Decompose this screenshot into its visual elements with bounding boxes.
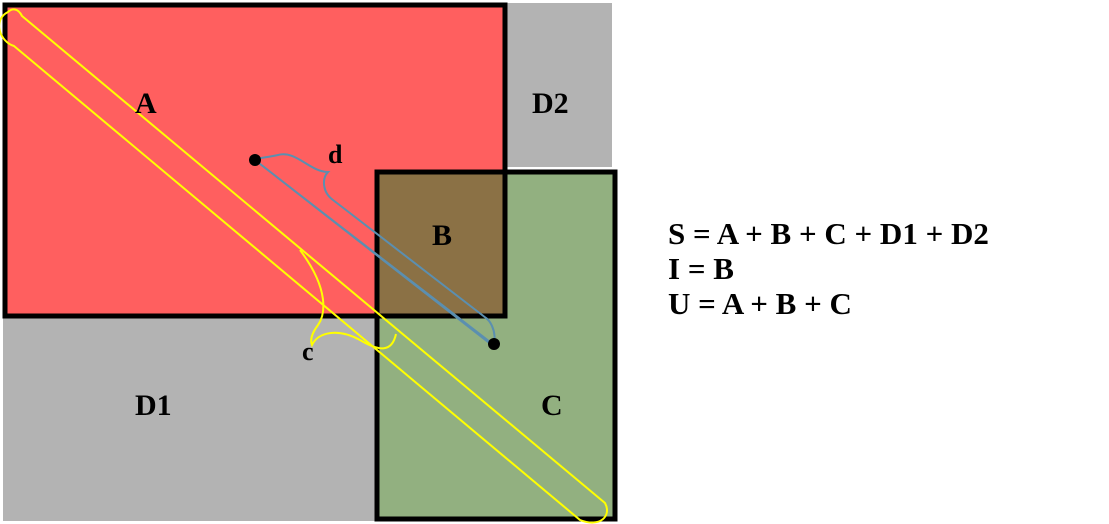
label-a: A bbox=[135, 87, 157, 120]
label-b: B bbox=[432, 219, 452, 252]
center-a-dot bbox=[249, 154, 261, 166]
diagonal-d-enclosure bbox=[253, 153, 496, 345]
region-b bbox=[377, 172, 505, 316]
label-d-distance: d bbox=[328, 140, 343, 169]
region-d2 bbox=[505, 3, 612, 167]
region-d1 bbox=[3, 317, 378, 521]
label-c: C bbox=[541, 389, 563, 422]
brace-c bbox=[299, 249, 397, 350]
label-d1: D1 bbox=[135, 389, 172, 422]
formula-u: U = A + B + C bbox=[668, 286, 852, 321]
center-c-dot bbox=[488, 338, 500, 350]
formula-block: S = A + B + C + D1 + D2 I = B U = A + B … bbox=[668, 216, 989, 321]
box-a-border-over-b bbox=[377, 172, 508, 319]
formula-i: I = B bbox=[668, 251, 734, 286]
formula-s: S = A + B + C + D1 + D2 bbox=[668, 216, 989, 251]
box-c-border-over-b bbox=[374, 169, 505, 316]
center-distance-line bbox=[254, 159, 494, 345]
diagonal-c-enclosure bbox=[0, 8, 608, 524]
label-c-distance: c bbox=[302, 337, 314, 366]
label-d2: D2 bbox=[532, 87, 569, 120]
